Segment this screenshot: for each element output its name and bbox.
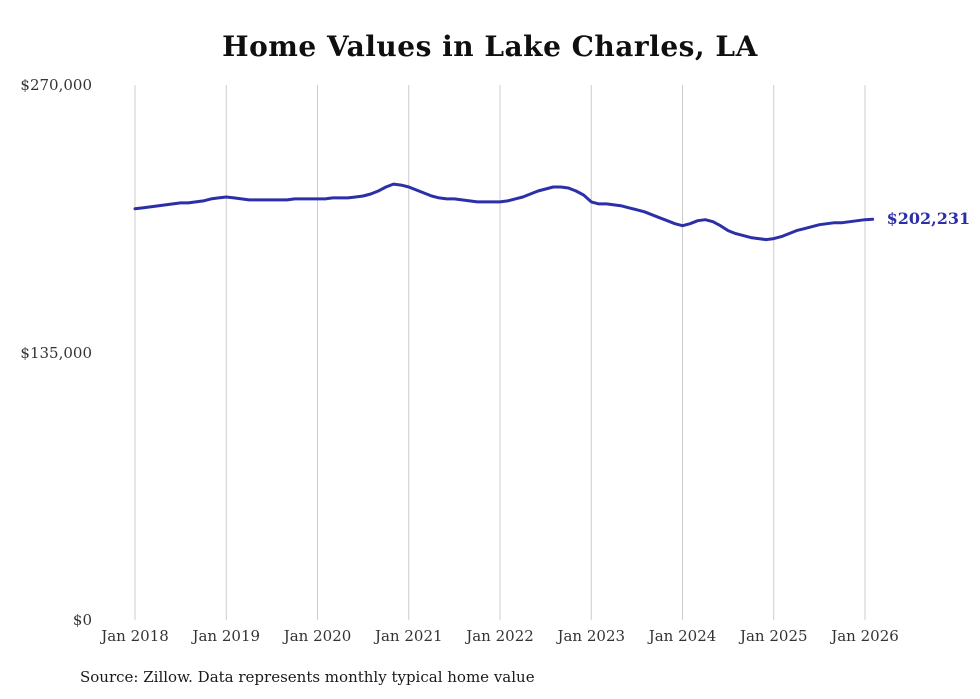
latest-value-label: $202,231: [886, 209, 971, 229]
chart-title: Home Values in Lake Charles, LA: [222, 30, 758, 63]
source-note: Source: Zillow. Data represents monthly …: [80, 668, 535, 686]
x-axis-label: Jan 2018: [101, 627, 169, 645]
x-axis-label: Jan 2022: [466, 627, 534, 645]
x-axis-label: Jan 2019: [192, 627, 261, 645]
x-axis-label: Jan 2026: [831, 627, 899, 645]
x-axis-label: Jan 2023: [557, 627, 626, 645]
x-axis-label: Jan 2024: [648, 627, 717, 645]
home-value-line: [133, 182, 875, 242]
x-axis-label: Jan 2020: [283, 627, 352, 645]
y-axis-label: $135,000: [20, 343, 92, 362]
x-axis-label: Jan 2025: [739, 627, 808, 645]
y-axis-label: $270,000: [20, 76, 92, 94]
y-axis-label: $0: [72, 611, 92, 629]
x-axis-label: Jan 2021: [374, 627, 443, 645]
